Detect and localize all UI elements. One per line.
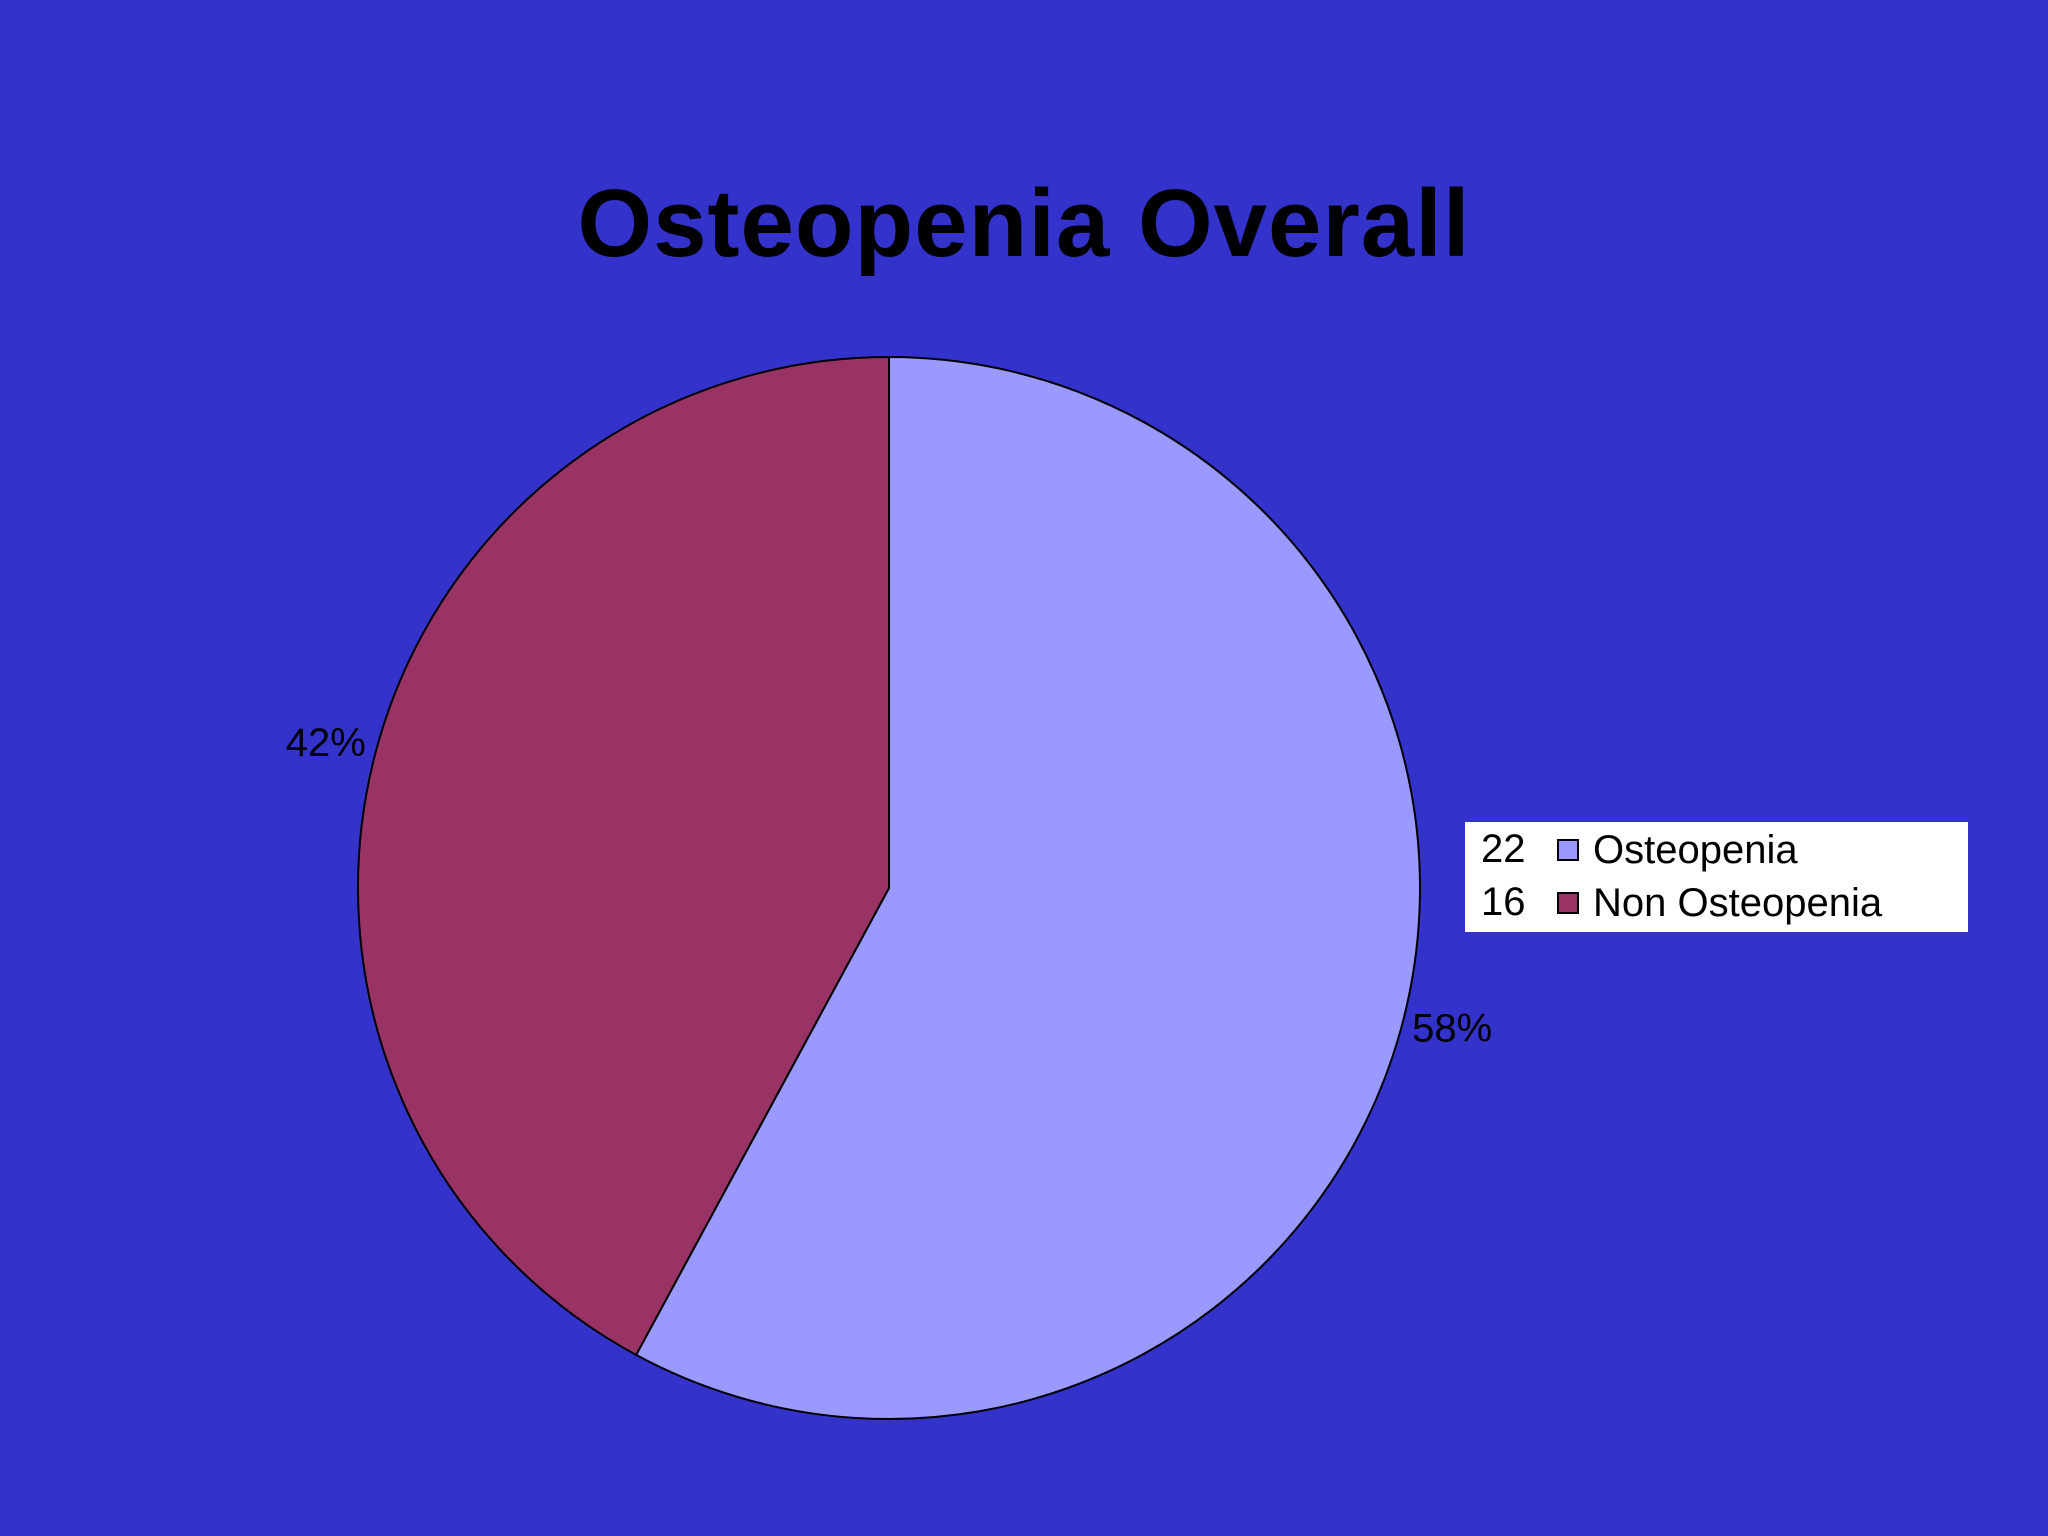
- pie-slice-osteopenia: [635, 356, 1421, 1420]
- legend-count-osteopenia: 22: [1481, 827, 1526, 871]
- legend-item-non-osteopenia: 16 Non Osteopenia: [1465, 877, 1968, 929]
- legend-count-non-osteopenia: 16: [1481, 880, 1526, 924]
- pie-label-osteopenia: 58%: [1412, 1006, 1492, 1050]
- legend-swatch-osteopenia: [1557, 839, 1579, 861]
- chart-title: Osteopenia Overall: [577, 170, 1471, 277]
- legend-item-osteopenia: 22 Osteopenia: [1465, 824, 1968, 876]
- legend-label-non-osteopenia: Non Osteopenia: [1593, 881, 1883, 925]
- legend-swatch-non-osteopenia: [1557, 892, 1579, 914]
- legend-label-osteopenia: Osteopenia: [1593, 828, 1798, 872]
- chart-legend: 22 Osteopenia 16 Non Osteopenia: [1465, 822, 1968, 932]
- pie-label-non-osteopenia: 42%: [286, 721, 366, 765]
- pie-slice-non-osteopenia: [356, 356, 890, 1356]
